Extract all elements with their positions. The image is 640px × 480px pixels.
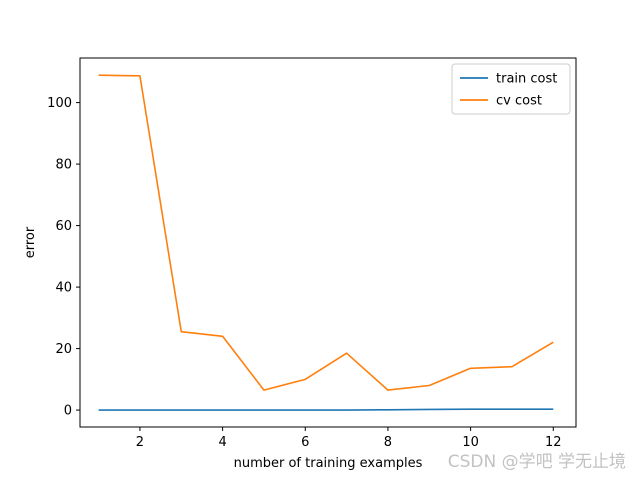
x-axis-label: number of training examples bbox=[234, 456, 423, 471]
watermark: CSDN @学吧 学无止境 bbox=[447, 452, 626, 472]
y-tick-label: 20 bbox=[55, 342, 72, 357]
x-tick-label: 10 bbox=[462, 435, 479, 450]
x-tick-label: 12 bbox=[545, 435, 562, 450]
y-axis-ticks: 0 20 40 60 80 100 bbox=[47, 96, 80, 419]
series-layer bbox=[98, 74, 554, 411]
x-axis-ticks: 2 4 6 8 10 12 bbox=[136, 427, 562, 450]
x-tick-label: 4 bbox=[218, 435, 226, 450]
y-tick-label: 0 bbox=[64, 404, 72, 419]
x-tick-label: 8 bbox=[384, 435, 392, 450]
legend: train cost cv cost bbox=[451, 63, 571, 115]
series-line-cv-cost bbox=[98, 74, 554, 391]
x-tick-label: 2 bbox=[136, 435, 144, 450]
legend-entry: cv cost bbox=[496, 94, 542, 109]
series-line-train-cost bbox=[98, 408, 554, 411]
y-tick-label: 80 bbox=[55, 158, 72, 173]
legend-entry: train cost bbox=[496, 72, 557, 87]
y-axis-label: error bbox=[23, 226, 38, 258]
y-tick-label: 60 bbox=[55, 219, 72, 234]
y-tick-label: 100 bbox=[47, 96, 72, 111]
x-tick-label: 6 bbox=[301, 435, 309, 450]
y-tick-label: 40 bbox=[55, 281, 72, 296]
legend-box bbox=[451, 63, 571, 115]
